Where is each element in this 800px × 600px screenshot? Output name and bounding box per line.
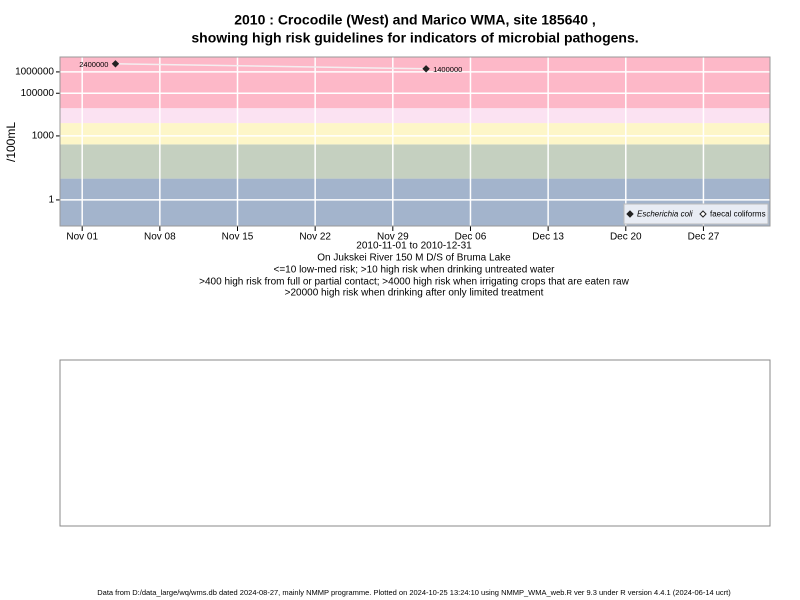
legend-marker: [626, 210, 634, 218]
data-label: 2400000: [79, 60, 108, 69]
x-tick-label: Dec 27: [688, 232, 720, 243]
subtitle: 2010-11-01 to 2010-12-31: [356, 241, 472, 252]
y-tick-label: 1000000: [15, 67, 54, 78]
subtitle: >400 high risk from full or partial cont…: [199, 277, 629, 288]
empty-panel: [59, 359, 771, 527]
data-point: [422, 65, 430, 73]
x-tick-label: Nov 22: [299, 232, 331, 243]
x-tick-label: Dec 06: [455, 232, 487, 243]
legend-label: faecal coliforms: [710, 210, 766, 219]
y-tick-label: 1000: [32, 131, 55, 142]
data-point: [111, 60, 120, 68]
y-tick-label: 100000: [21, 88, 55, 99]
subtitle: >20000 high risk when drinking after onl…: [285, 288, 544, 299]
plot: 1 1000 100000 1000000 Nov 01 Nov 08 Nov 15 Nov …: [15, 56, 771, 243]
x-tick-label: Nov 15: [222, 232, 254, 243]
x-tick-label: Dec 13: [532, 232, 564, 243]
footer: Data from D:/data_large/wq/wms.db dated …: [97, 588, 731, 597]
x-tick-label: Dec 20: [610, 232, 642, 243]
plot-frame: [59, 56, 771, 227]
x-tick-label: Nov 08: [144, 232, 176, 243]
chart-title: showing high risk guidelines for indicat…: [191, 30, 638, 46]
y-tick-label: 1: [48, 195, 54, 206]
x-tick-label: Nov 29: [377, 232, 409, 243]
y-axis-label: /100mL: [4, 122, 18, 162]
data-label: 1400000: [433, 65, 462, 74]
subtitle: <=10 low-med risk; >10 high risk when dr…: [274, 265, 556, 276]
risk-band: [60, 123, 770, 145]
risk-band: [60, 108, 770, 124]
legend-marker: [699, 210, 707, 218]
legend-box: [623, 203, 769, 225]
chart-title: 2010 : Crocodile (West) and Marico WMA, …: [234, 12, 596, 28]
risk-band: [60, 144, 770, 179]
x-tick-label: Nov 01: [66, 232, 98, 243]
subtitle: On Jukskei River 150 M D/S of Bruma Lake: [317, 253, 511, 264]
series-line: [115, 63, 427, 70]
legend-label: Escherichia coli: [637, 210, 693, 219]
